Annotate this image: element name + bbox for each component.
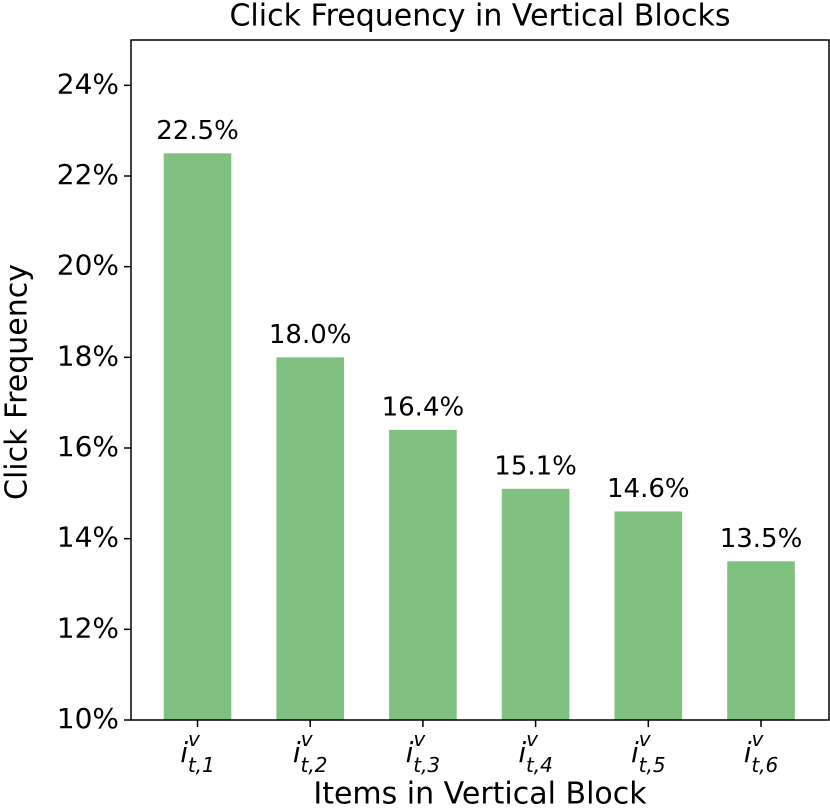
bar bbox=[389, 429, 457, 720]
y-tick-label: 24% bbox=[57, 67, 119, 100]
y-tick-label: 14% bbox=[57, 521, 119, 554]
bar bbox=[727, 561, 795, 720]
value-label: 18.0% bbox=[269, 320, 352, 350]
plot-frame bbox=[130, 39, 830, 721]
x-tick-label: iv t,2 bbox=[293, 727, 328, 777]
x-tick-label: iv t,5 bbox=[631, 727, 666, 777]
bar bbox=[614, 511, 683, 720]
y-tick-label: 16% bbox=[57, 430, 119, 463]
y-tick-label: 22% bbox=[57, 158, 119, 191]
x-axis-label: Items in Vertical Block bbox=[313, 777, 647, 811]
y-tick-label: 18% bbox=[57, 339, 119, 372]
bar bbox=[163, 153, 232, 721]
y-tick-label: 10% bbox=[57, 702, 119, 735]
y-tick-label: 20% bbox=[57, 249, 119, 282]
value-label: 15.1% bbox=[494, 451, 577, 481]
value-label: 13.5% bbox=[720, 524, 803, 554]
y-tick-label: 12% bbox=[57, 611, 119, 644]
chart-title: Click Frequency in Vertical Blocks bbox=[229, 0, 730, 34]
value-label: 22.5% bbox=[156, 116, 239, 146]
x-tick-label: iv t,1 bbox=[180, 727, 215, 777]
x-tick-label: iv t,4 bbox=[518, 727, 553, 777]
bar bbox=[276, 357, 345, 720]
y-axis-label: Click Frequency bbox=[0, 264, 35, 500]
value-label: 16.4% bbox=[382, 392, 465, 422]
x-tick-label: iv t,3 bbox=[406, 727, 441, 777]
value-label: 14.6% bbox=[607, 474, 690, 504]
x-tick-label: iv t,6 bbox=[744, 727, 779, 777]
bar bbox=[501, 488, 570, 720]
